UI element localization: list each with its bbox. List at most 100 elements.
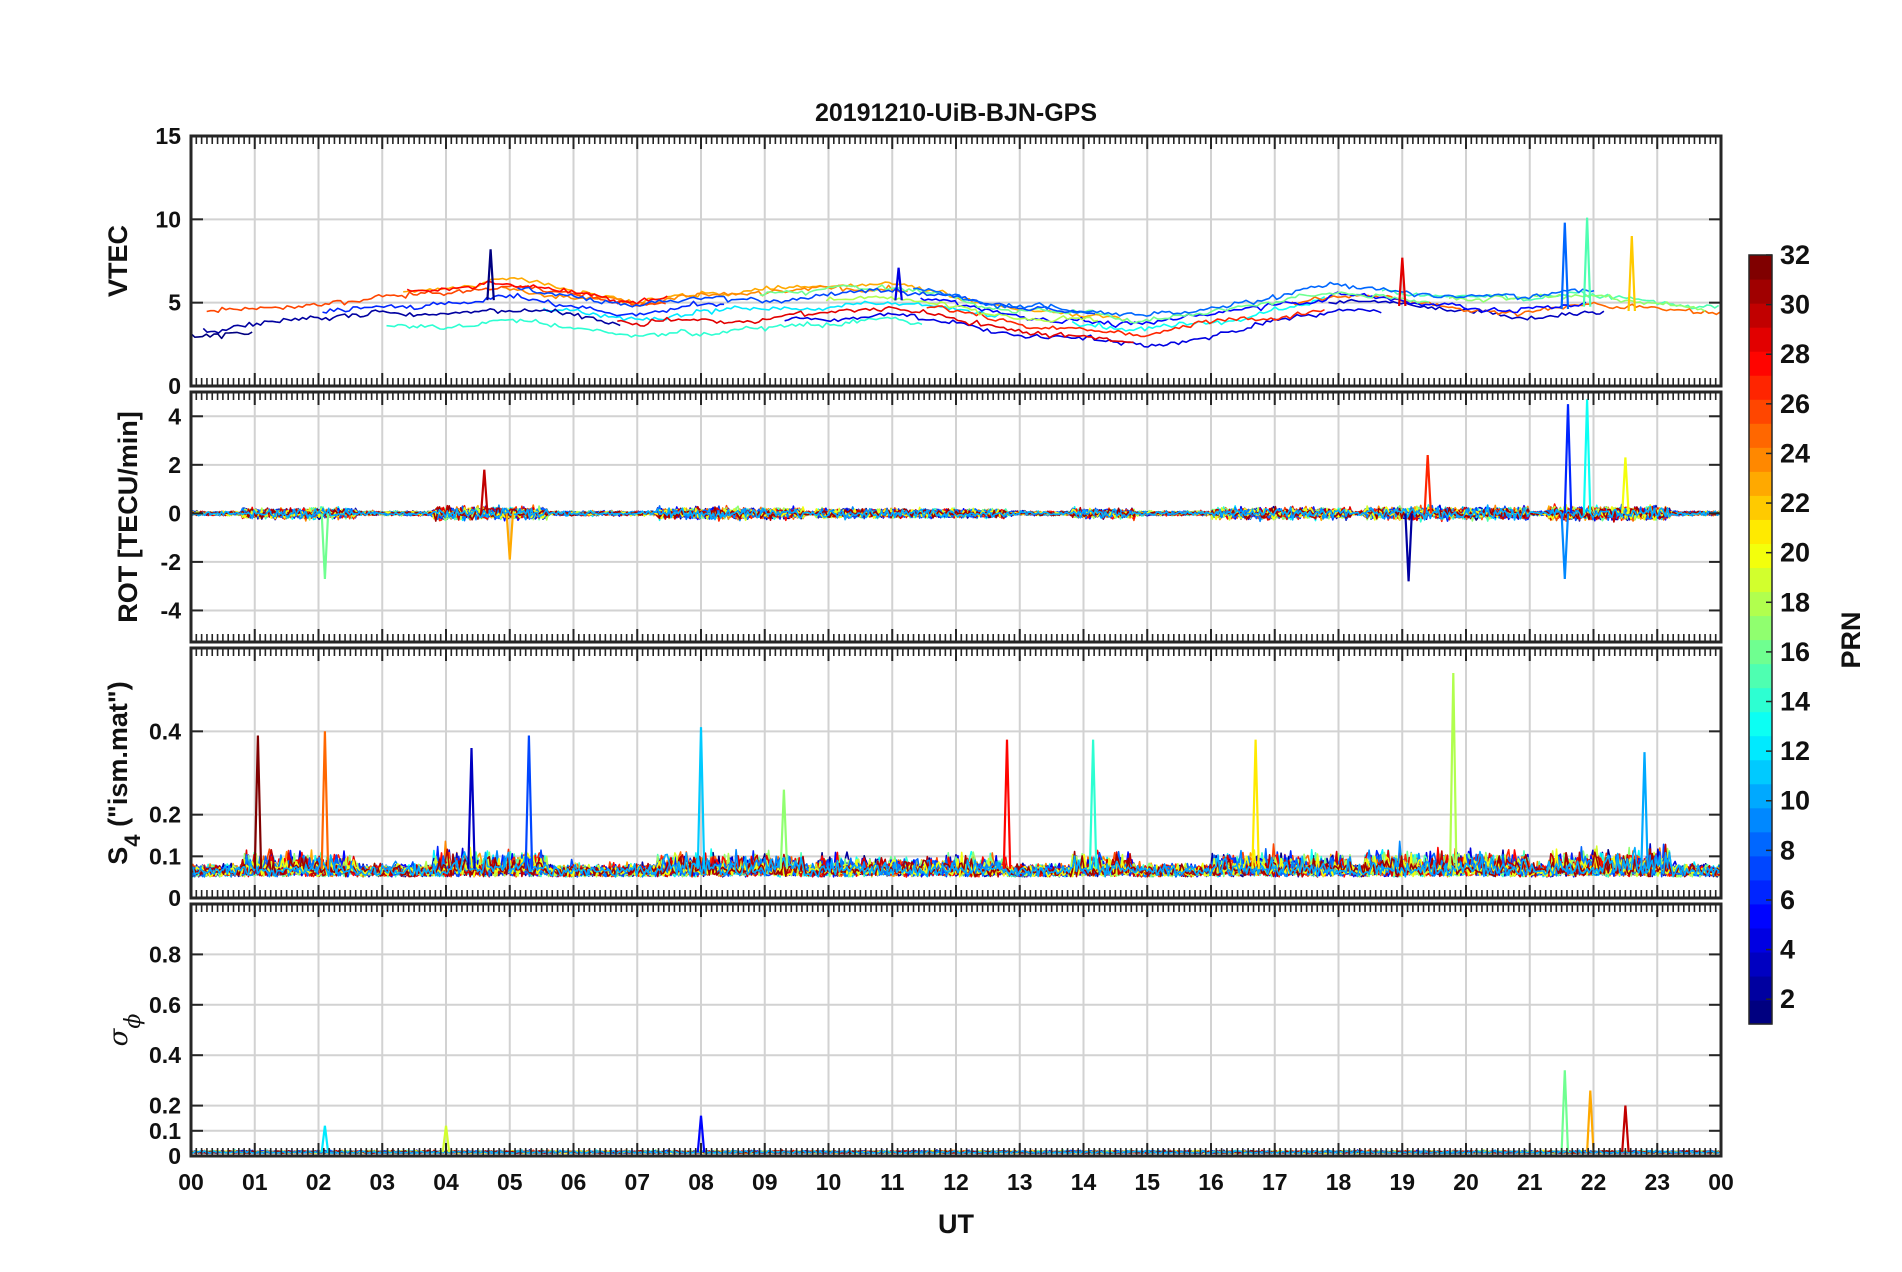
y-tick-label: 0 [168,1143,181,1169]
y-tick-label: 0.4 [149,1042,181,1068]
x-tick-label: 14 [1071,1169,1097,1195]
colorbar-frame [1748,254,1773,1025]
colorbar-segment [1749,615,1772,641]
y-axis-label-subscript: ϕ [121,1014,146,1029]
peak-spike [1582,399,1592,514]
peak-spike [1002,739,1012,869]
colorbar-segment [1749,255,1772,280]
y-tick-label: 0 [168,373,181,399]
peak-spike [1449,672,1458,869]
y-axis-label: VTEC [103,225,133,297]
colorbar-tick-label: 4 [1780,935,1795,965]
peak-spike [320,731,330,869]
peak-spike [1582,217,1592,307]
colorbar-segment [1749,663,1772,689]
colorbar-tick-label: 26 [1780,389,1810,419]
x-tick-label: 19 [1389,1169,1415,1195]
x-tick-label: 12 [943,1169,969,1195]
panel-rot: -4 -2 0 2 4 ROT [TECU/min] [113,390,1723,644]
y-tick-label: 0.1 [149,1118,181,1144]
colorbar-segment [1749,567,1772,593]
x-tick-label: 03 [369,1169,395,1195]
colorbar-label: PRN [1836,611,1866,668]
colorbar-tick-label: 8 [1780,835,1795,865]
y-axis-label-main: σ [104,1027,134,1046]
peak-spike [1560,513,1570,579]
colorbar-segment [1749,975,1772,1001]
y-tick-label: 0 [168,885,181,911]
peak-spike [1621,457,1630,514]
peak-spike [1404,513,1413,582]
x-axis: 00 01 02 03 04 05 06 07 08 09 10 11 12 13 14 15 16 17 18 19… [178,1169,1734,1195]
peak-spike [486,249,495,301]
y-axis-label-subscript: 4 [120,834,145,847]
colorbar-segment [1749,927,1772,953]
peak-spike [894,267,903,301]
series-trace [322,292,725,317]
colorbar-tick-label: 20 [1780,538,1810,568]
colorbar-segment [1749,687,1772,713]
x-tick-label: 10 [816,1169,842,1195]
colorbar-segment [1749,279,1772,304]
colorbar-segment [1749,759,1772,785]
peak-spike [1627,235,1636,312]
data-traces [191,672,1720,878]
panel-sigma_phi: 00.10.2 0.4 0.6 0.8 σϕ [104,902,1723,1169]
colorbar-tick-label: 24 [1780,438,1810,468]
colorbar-tick-label: 2 [1780,984,1795,1014]
x-tick-label: 02 [306,1169,332,1195]
y-tick-label: 15 [155,123,181,149]
x-tick-label: 04 [433,1169,459,1195]
colorbar-segment [1749,543,1772,569]
colorbar-tick-label: 32 [1780,240,1810,270]
series-trace [913,281,1595,317]
colorbar-tick-label: 14 [1780,687,1810,717]
colorbar-segment [1749,423,1772,448]
colorbar-segment [1749,807,1772,833]
y-axis-label: S4 ("ism.mat") [103,681,145,864]
x-tick-label: 16 [1198,1169,1224,1195]
series-trace [1381,288,1720,310]
y-tick-label: 0.2 [149,802,181,828]
series-trace [825,295,1099,323]
colorbar-segment [1749,855,1772,881]
panel-vtec: 0 5 10 15 VTEC [103,123,1723,399]
peak-spike [779,789,789,869]
series-trace [202,308,621,334]
x-tick-label: 06 [561,1169,587,1195]
y-tick-label: 5 [168,290,181,316]
colorbar-segment [1749,999,1772,1025]
colorbar-segment [1749,519,1772,544]
colorbar-segment [1749,735,1772,761]
peak-spike [1586,1090,1595,1153]
peak-spike [1640,752,1649,869]
series-trace [206,284,666,313]
x-tick-label: 00 [1708,1169,1734,1195]
colorbar-tick-label: 10 [1780,786,1810,816]
colorbar-segment [1749,591,1772,617]
data-traces [191,399,1720,582]
x-tick-label: 00 [178,1169,204,1195]
colorbar-segment [1749,399,1772,424]
colorbar-tick-label: 28 [1780,339,1810,369]
y-tick-label: 0 [168,500,181,526]
colorbar-tick-label: 6 [1780,885,1795,915]
peak-spike [505,513,514,560]
peak-spike [1088,739,1098,869]
y-axis-label: ROT [TECU/min] [113,411,143,622]
y-tick-label: 0.2 [149,1093,181,1119]
series-trace [617,306,1134,344]
peak-spike [696,1115,706,1153]
series-trace [191,846,1720,878]
colorbar-tick-label: 30 [1780,290,1810,320]
peak-spike [441,1125,451,1153]
peak-spike [1251,739,1260,869]
peak-spike [696,727,706,869]
x-tick-label: 20 [1453,1169,1479,1195]
chart-title: 20191210-UiB-BJN-GPS [815,99,1097,127]
peak-spike [524,735,534,869]
series-trace [191,504,1720,521]
series-trace [1448,293,1706,313]
